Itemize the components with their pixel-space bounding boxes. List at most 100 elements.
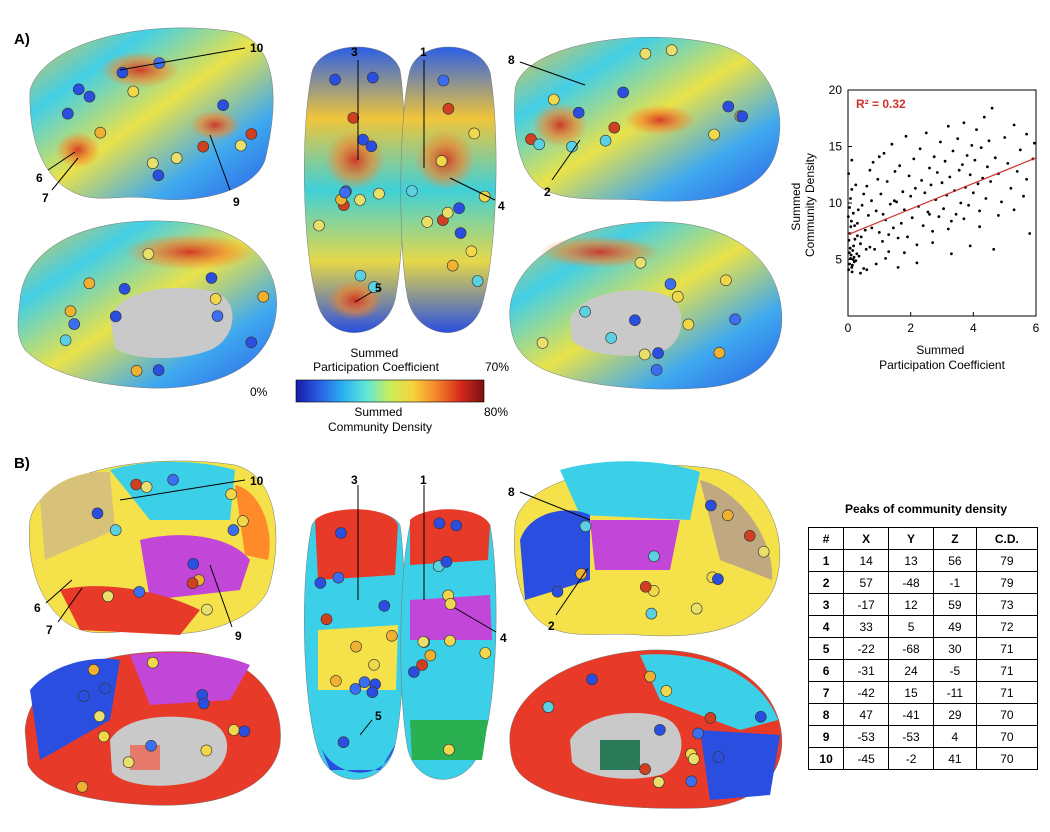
brain-a-peak-label-8: 8 bbox=[508, 53, 515, 67]
scatter-point bbox=[899, 221, 903, 225]
peaks-table-header-cell: Z bbox=[933, 527, 977, 550]
brain-node bbox=[314, 577, 327, 589]
table-cell: 70 bbox=[975, 725, 1039, 748]
scatter-point bbox=[1025, 177, 1028, 181]
table-cell: 2 bbox=[807, 571, 845, 594]
scatter-point bbox=[997, 214, 1000, 217]
brain-node bbox=[440, 555, 453, 568]
scatter-point bbox=[967, 203, 970, 207]
brain-node bbox=[72, 83, 85, 96]
scatter-point bbox=[851, 211, 855, 215]
scatter-point bbox=[920, 179, 923, 182]
scatter-point bbox=[986, 165, 989, 169]
brain-node bbox=[634, 256, 647, 269]
scatter-point bbox=[946, 227, 950, 231]
peaks-table-header-cell: C.D. bbox=[975, 527, 1039, 550]
brain-node bbox=[639, 763, 651, 775]
scatter-point bbox=[847, 251, 851, 255]
table-cell: -2 bbox=[888, 747, 934, 770]
table-cell: 3 bbox=[807, 593, 845, 616]
brain-node bbox=[130, 364, 143, 377]
brain-node bbox=[170, 152, 183, 164]
scatter-point bbox=[848, 246, 852, 250]
table-cell: 56 bbox=[933, 549, 977, 572]
scatter-frame bbox=[847, 89, 1037, 317]
brain-node bbox=[736, 110, 749, 123]
scatter-point bbox=[1028, 232, 1032, 235]
scatter-point bbox=[962, 121, 966, 125]
table-cell: 7 bbox=[807, 681, 845, 704]
brain-node bbox=[648, 550, 660, 563]
brain-node bbox=[442, 103, 455, 115]
brain-a-dorsal-left bbox=[304, 46, 405, 333]
scatter-point bbox=[921, 224, 925, 228]
table-cell: -45 bbox=[843, 747, 890, 770]
brain-node bbox=[586, 673, 598, 686]
brain-node bbox=[228, 724, 240, 736]
scatter-point bbox=[876, 177, 880, 181]
brain-node bbox=[408, 666, 420, 678]
colorbar-title-top-line2: Participation Coefficient bbox=[313, 360, 440, 374]
scatter-point bbox=[856, 208, 860, 212]
scatter-point bbox=[912, 157, 916, 161]
scatter-r2: R² = 0.32 bbox=[856, 97, 906, 111]
scatter-point bbox=[1022, 194, 1025, 198]
brain-node bbox=[83, 277, 96, 290]
brain-node bbox=[330, 675, 342, 687]
scatter-point bbox=[1012, 123, 1016, 127]
scatter-point bbox=[870, 199, 873, 203]
brain-node bbox=[664, 278, 677, 290]
brain-b-medial-right bbox=[509, 649, 783, 809]
brain-b-peak-label-8: 8 bbox=[508, 485, 515, 499]
scatter-point bbox=[871, 160, 875, 164]
brain-node bbox=[465, 245, 478, 258]
brain-b-peak-label-7: 7 bbox=[46, 623, 53, 637]
scatter-point bbox=[849, 257, 852, 260]
brain-a-peak-label-3: 3 bbox=[351, 45, 358, 59]
scatter-point bbox=[856, 221, 859, 225]
scatter-point bbox=[859, 271, 862, 275]
scatter-point bbox=[851, 249, 855, 252]
scatter-point bbox=[862, 192, 866, 196]
brain-node bbox=[385, 629, 398, 642]
peaks-table-header-cell: Y bbox=[888, 527, 934, 550]
brain-node bbox=[645, 607, 658, 620]
scatter-point bbox=[862, 267, 866, 270]
scatter-xtick-label: 6 bbox=[1033, 321, 1040, 335]
scatter-point bbox=[979, 146, 983, 150]
scatter-point bbox=[896, 236, 900, 240]
scatter-point bbox=[848, 206, 851, 209]
table-cell: 71 bbox=[975, 637, 1039, 660]
brain-a-peak-label-2: 2 bbox=[544, 185, 551, 199]
table-cell: 47 bbox=[843, 703, 890, 726]
brain-node bbox=[197, 140, 209, 153]
scatter-point bbox=[850, 270, 854, 274]
brain-node bbox=[720, 274, 732, 287]
scatter-point bbox=[873, 247, 876, 251]
scatter-point bbox=[898, 164, 902, 168]
brain-node bbox=[329, 73, 341, 86]
brain-node bbox=[145, 739, 157, 752]
table-cell: 33 bbox=[843, 615, 890, 638]
table-cell: 41 bbox=[933, 747, 977, 770]
colorbar-title-top: Summed Participation Coefficient bbox=[313, 346, 440, 374]
brain-a-medial-right bbox=[509, 221, 783, 390]
scatter-point bbox=[1018, 148, 1022, 152]
table-cell: 8 bbox=[807, 703, 845, 726]
brain-node bbox=[209, 293, 222, 305]
brain-node bbox=[357, 133, 369, 146]
scatter-point bbox=[935, 171, 939, 174]
brain-a-peak-label-9: 9 bbox=[233, 195, 240, 209]
scatter-point bbox=[865, 184, 869, 188]
brain-node bbox=[118, 282, 131, 295]
table-cell: -1 bbox=[933, 571, 977, 594]
scatter-point bbox=[854, 259, 858, 262]
scatter-point bbox=[1025, 132, 1028, 136]
brain-a-peak-label-10: 10 bbox=[250, 41, 264, 55]
brain-node bbox=[332, 571, 345, 584]
table-cell: 24 bbox=[888, 659, 934, 682]
brain-node bbox=[337, 736, 350, 749]
scatter-point bbox=[973, 158, 977, 162]
table-cell: -5 bbox=[933, 659, 977, 682]
table-cell: 71 bbox=[975, 659, 1039, 682]
